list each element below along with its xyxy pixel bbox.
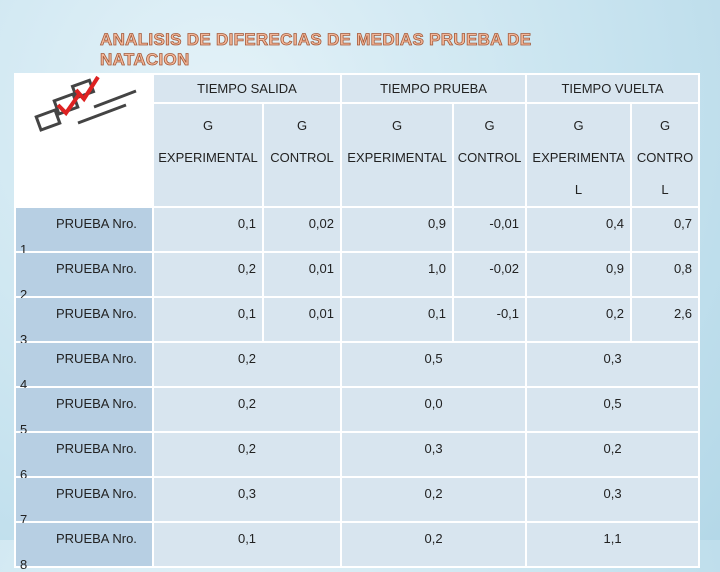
table-cell: 0,02 [261,206,343,253]
table-cell: 0,9 [340,206,455,253]
table-row: PRUEBA Nro. 2 0,2 0,01 1,0 -0,02 0,9 0,8 [14,251,701,302]
table-cell: 0,3 [525,476,701,523]
table-row: PRUEBA Nro. 7 0,3 0,2 0,3 [14,476,701,527]
row-label: PRUEBA Nro. [56,306,137,321]
table-cell: 1,1 [525,521,701,568]
row-label: PRUEBA Nro. [56,351,137,366]
table-cell: 2,6 [630,296,701,343]
table-cell: 0,3 [340,431,528,478]
subheader: G EXPERIMENTAL [340,102,455,208]
table-cell: 0,9 [525,251,633,298]
table-cell: 0,01 [261,251,343,298]
subheader: G CONTRO L [630,102,701,208]
table-cell: 0,1 [151,521,343,568]
table-cell: 0,01 [261,296,343,343]
table-row: PRUEBA Nro. 3 0,1 0,01 0,1 -0,1 0,2 2,6 [14,296,701,347]
table-row: PRUEBA Nro. 6 0,2 0,3 0,2 [14,431,701,482]
row-label: PRUEBA Nro. [56,216,137,231]
row-label-cell: PRUEBA Nro. 1 [14,206,154,257]
row-label-cell: PRUEBA Nro. 7 [14,476,154,527]
table-cell: -0,1 [452,296,528,343]
row-label: PRUEBA Nro. [56,441,137,456]
subheader: G CONTROL [261,102,343,208]
group-header: TIEMPO SALIDA [151,73,343,104]
row-number: 7 [20,512,28,527]
row-label: PRUEBA Nro. [56,531,137,546]
table-row: PRUEBA Nro. 5 0,2 0,0 0,5 [14,386,701,437]
table-cell: 0,2 [340,476,528,523]
table-cell: 0,5 [525,386,701,433]
row-label-cell: PRUEBA Nro. 8 [14,521,154,572]
corner-cell [14,73,154,208]
subheader: G EXPERIMENTAL [152,102,264,208]
row-number: 2 [20,287,28,302]
table-cell: 0,5 [340,341,528,388]
table-cell: 0,2 [525,431,701,478]
row-label-cell: PRUEBA Nro. 6 [14,431,154,482]
row-number: 1 [20,242,28,257]
row-label: PRUEBA Nro. [56,261,137,276]
table-cell: 0,1 [340,296,455,343]
table-row: PRUEBA Nro. 8 0,1 0,2 1,1 [14,521,701,572]
table-cell: 0,2 [151,341,343,388]
table-cell: 0,2 [340,521,528,568]
subheader-row: G EXPERIMENTAL G CONTROL G EXPERIMENTAL G C… [15,102,701,208]
table-row: PRUEBA Nro. 4 0,2 0,5 0,3 [14,341,701,392]
row-number: 4 [20,377,28,392]
table-cell: 0,4 [525,206,633,253]
table-cell: 0,1 [152,206,264,253]
table-cell: 0,3 [151,476,343,523]
row-label-cell: PRUEBA Nro. 4 [14,341,154,392]
table-row: PRUEBA Nro. 1 0,1 0,02 0,9 -0,01 0,4 0,7 [14,206,701,257]
table-cell: -0,01 [452,206,528,253]
row-number: 8 [20,557,28,572]
table-cell: 0,1 [152,296,264,343]
row-label-cell: PRUEBA Nro. 5 [14,386,154,437]
row-label-cell: PRUEBA Nro. 3 [14,296,154,347]
header-row: TIEMPO SALIDA TIEMPO PRUEBA TIEMPO VUELTA [14,73,701,208]
data-table: TIEMPO SALIDA TIEMPO PRUEBA TIEMPO VUELTA G… [14,73,701,572]
row-label: PRUEBA Nro. [56,486,137,501]
table-cell: 1,0 [340,251,455,298]
table-cell: 0,7 [630,206,701,253]
row-number: 6 [20,467,28,482]
group-header: TIEMPO PRUEBA [340,73,528,104]
slide-title: ANALISIS DE DIFERECIAS DE MEDIAS PRUEBA … [100,30,532,70]
group-header: TIEMPO VUELTA [525,73,701,104]
table-cell: -0,02 [452,251,528,298]
row-number: 5 [20,422,28,437]
table-cell: 0,2 [151,386,343,433]
table-cell: 0,2 [525,296,633,343]
subheader: G CONTROL [452,102,528,208]
row-label-cell: PRUEBA Nro. 2 [14,251,154,302]
checklist-icon [34,75,137,132]
table-cell: 0,3 [525,341,701,388]
row-label: PRUEBA Nro. [56,396,137,411]
table-cell: 0,2 [151,431,343,478]
table-cell: 0,8 [630,251,701,298]
row-number: 3 [20,332,28,347]
table-cell: 0,0 [340,386,528,433]
subheader: G EXPERIMENTA L [525,102,633,208]
table-cell: 0,2 [152,251,264,298]
